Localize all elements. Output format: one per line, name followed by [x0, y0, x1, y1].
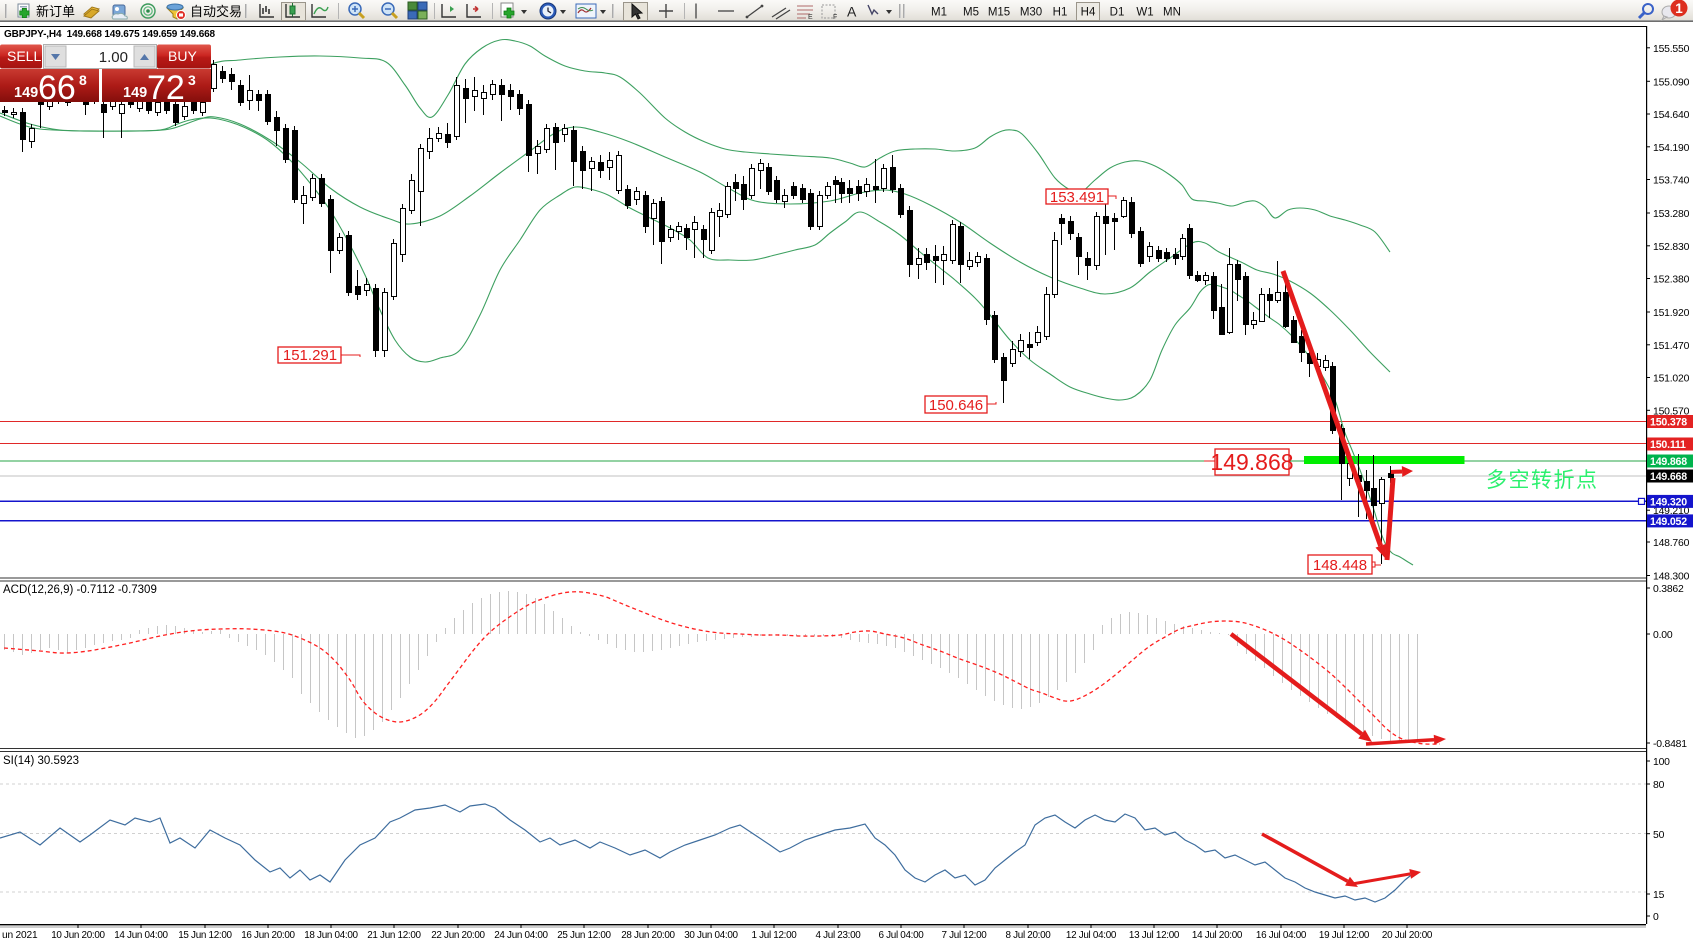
svg-text:M30: M30 [1020, 7, 1042, 19]
svg-text:149.868: 149.868 [1650, 456, 1687, 468]
svg-text:149.668: 149.668 [1650, 471, 1687, 483]
svg-text:21 Jun 12:00: 21 Jun 12:00 [367, 930, 421, 941]
svg-text:13 Jul 12:00: 13 Jul 12:00 [1129, 930, 1180, 941]
svg-text:MN: MN [1163, 7, 1181, 19]
svg-text:10 Jun 20:00: 10 Jun 20:00 [51, 930, 105, 941]
svg-text:152.830: 152.830 [1653, 242, 1690, 253]
svg-text:149: 149 [123, 85, 147, 101]
svg-text:H4: H4 [1081, 7, 1096, 19]
svg-text:14 Jul 20:00: 14 Jul 20:00 [1192, 930, 1243, 941]
svg-text:8 Jul 20:00: 8 Jul 20:00 [1005, 930, 1051, 941]
svg-text:M1: M1 [931, 7, 947, 19]
svg-text:30 Jun 04:00: 30 Jun 04:00 [684, 930, 738, 941]
svg-text:1.00: 1.00 [99, 49, 128, 66]
svg-text:3: 3 [188, 72, 196, 88]
svg-text:un 2021: un 2021 [2, 930, 38, 941]
svg-text:80: 80 [1653, 780, 1665, 791]
svg-text:25 Jun 12:00: 25 Jun 12:00 [557, 930, 611, 941]
svg-text:151.470: 151.470 [1653, 341, 1690, 352]
svg-text:149.210: 149.210 [1653, 506, 1690, 517]
svg-text:24 Jun 04:00: 24 Jun 04:00 [494, 930, 548, 941]
svg-text:ACD(12,26,9) -0.7112 -0.7309: ACD(12,26,9) -0.7112 -0.7309 [3, 584, 157, 596]
svg-text:14 Jun 04:00: 14 Jun 04:00 [114, 930, 168, 941]
svg-text:22 Jun 20:00: 22 Jun 20:00 [431, 930, 485, 941]
svg-text:149.320: 149.320 [1650, 496, 1687, 508]
svg-text:154.190: 154.190 [1653, 143, 1690, 154]
svg-text:150.378: 150.378 [1650, 417, 1687, 429]
svg-text:15: 15 [1653, 890, 1665, 901]
svg-text:155.550: 155.550 [1653, 44, 1690, 55]
svg-text:0.3862: 0.3862 [1653, 584, 1684, 595]
svg-text:自动交易: 自动交易 [190, 4, 242, 19]
svg-text:D1: D1 [1110, 7, 1125, 19]
svg-text:0: 0 [1653, 912, 1659, 923]
svg-text:148.760: 148.760 [1653, 538, 1690, 549]
svg-text:7 Jul 12:00: 7 Jul 12:00 [941, 930, 987, 941]
svg-text:66: 66 [38, 69, 76, 107]
svg-text:20 Jul 20:00: 20 Jul 20:00 [1382, 930, 1433, 941]
svg-text:M15: M15 [988, 7, 1010, 19]
svg-text:149: 149 [14, 85, 38, 101]
svg-text:18 Jun 04:00: 18 Jun 04:00 [304, 930, 358, 941]
svg-text:16 Jul 04:00: 16 Jul 04:00 [1256, 930, 1307, 941]
svg-text:149.868: 149.868 [1210, 449, 1293, 475]
svg-text:1 Jul 12:00: 1 Jul 12:00 [751, 930, 797, 941]
svg-text:148.300: 148.300 [1653, 572, 1690, 583]
svg-text:H1: H1 [1053, 7, 1068, 19]
svg-text:15 Jun 12:00: 15 Jun 12:00 [178, 930, 232, 941]
svg-text:新订单: 新订单 [36, 4, 75, 19]
svg-text:153.491: 153.491 [1050, 189, 1104, 206]
svg-text:SELL: SELL [7, 48, 41, 64]
svg-text:152.380: 152.380 [1653, 275, 1690, 286]
svg-text:GBPJPY-,H4 149.668 149.675 14: GBPJPY-,H4 149.668 149.675 149.659 149.6… [4, 29, 216, 40]
svg-text:28 Jun 20:00: 28 Jun 20:00 [621, 930, 675, 941]
svg-text:150.570: 150.570 [1653, 406, 1690, 417]
svg-text:100: 100 [1653, 757, 1670, 768]
svg-text:153.740: 153.740 [1653, 176, 1690, 187]
svg-text:153.280: 153.280 [1653, 209, 1690, 220]
svg-text:150.111: 150.111 [1650, 439, 1686, 451]
svg-text:6 Jul 04:00: 6 Jul 04:00 [878, 930, 924, 941]
svg-text:148.448: 148.448 [1313, 557, 1367, 574]
svg-text:-0.8481: -0.8481 [1653, 739, 1687, 750]
svg-text:16 Jun 20:00: 16 Jun 20:00 [241, 930, 295, 941]
svg-text:A: A [847, 4, 857, 20]
svg-text:BUY: BUY [168, 48, 197, 64]
svg-text:4 Jul 23:00: 4 Jul 23:00 [815, 930, 861, 941]
svg-text:M5: M5 [963, 7, 979, 19]
svg-text:150.646: 150.646 [929, 397, 983, 414]
svg-text:154.640: 154.640 [1653, 110, 1690, 121]
svg-text:151.920: 151.920 [1653, 308, 1690, 319]
svg-text:多空转折点: 多空转折点 [1486, 469, 1599, 492]
svg-text:151.020: 151.020 [1653, 374, 1690, 385]
svg-text:151.291: 151.291 [283, 347, 337, 364]
svg-text:F: F [833, 14, 837, 21]
svg-text:E: E [808, 14, 813, 21]
svg-text:72: 72 [147, 69, 185, 107]
svg-text:1: 1 [1675, 1, 1683, 16]
svg-text:8: 8 [79, 72, 87, 88]
svg-text:155.090: 155.090 [1653, 77, 1690, 88]
svg-text:SI(14) 30.5923: SI(14) 30.5923 [3, 755, 79, 767]
svg-text:50: 50 [1653, 830, 1665, 841]
svg-text:19 Jul 12:00: 19 Jul 12:00 [1319, 930, 1370, 941]
svg-text:0.00: 0.00 [1653, 630, 1673, 641]
svg-text:W1: W1 [1136, 7, 1153, 19]
svg-text:12 Jul 04:00: 12 Jul 04:00 [1066, 930, 1117, 941]
svg-text:149.052: 149.052 [1650, 516, 1687, 528]
